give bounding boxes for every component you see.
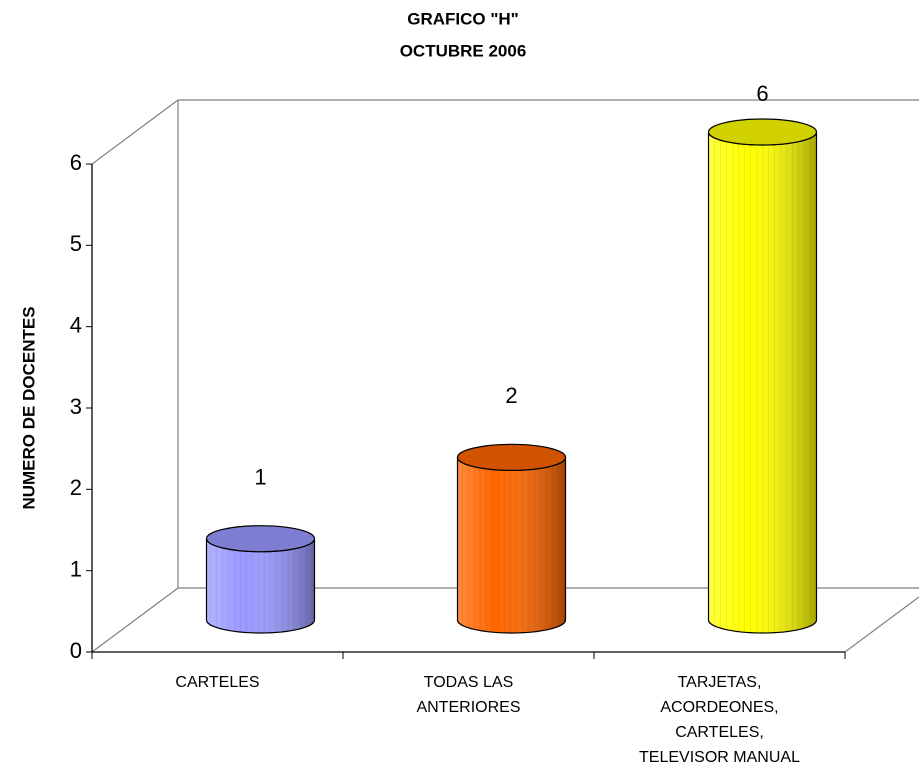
bar-top bbox=[456, 443, 567, 471]
floor-edge bbox=[844, 596, 919, 653]
cylinder bbox=[707, 118, 818, 634]
chart-title: GRAFICO "H" bbox=[407, 9, 519, 28]
bar-top-shade bbox=[708, 119, 817, 145]
value-label: 2 bbox=[505, 383, 517, 408]
y-tick-label: 1 bbox=[70, 556, 82, 581]
x-tick-label: ANTERIORES bbox=[416, 699, 520, 716]
bar-top bbox=[707, 118, 818, 146]
x-tick-label: ACORDEONES, bbox=[660, 699, 778, 716]
bar-stripes bbox=[205, 538, 316, 634]
cylinder bbox=[205, 525, 316, 634]
bar-top bbox=[205, 525, 316, 553]
x-tick-label: TELEVISOR MANUAL bbox=[639, 749, 800, 766]
cylinder bbox=[456, 443, 567, 634]
y-axis-title: NUMERO DE DOCENTES bbox=[19, 306, 38, 509]
x-tick-label: CARTELES, bbox=[675, 724, 764, 741]
x-tick-label: CARTELES bbox=[175, 674, 259, 691]
bar-stripes bbox=[456, 457, 567, 634]
y-tick-label: 0 bbox=[70, 638, 82, 663]
floor-back bbox=[91, 587, 919, 653]
value-label: 1 bbox=[254, 464, 266, 489]
bar-stripes bbox=[707, 131, 818, 634]
bar-top-shade bbox=[206, 525, 315, 552]
x-tick-label: TARJETAS, bbox=[678, 674, 762, 691]
chart-subtitle: OCTUBRE 2006 bbox=[400, 41, 527, 60]
bar-top-shade bbox=[457, 444, 566, 471]
y-tick-label: 5 bbox=[70, 231, 82, 256]
x-tick-label: TODAS LAS bbox=[424, 674, 514, 691]
y-tick-label: 4 bbox=[70, 312, 82, 337]
value-label: 6 bbox=[756, 81, 768, 106]
y-tick-label: 3 bbox=[70, 394, 82, 419]
y-tick-label: 2 bbox=[70, 475, 82, 500]
y-tick-label: 6 bbox=[70, 150, 82, 175]
